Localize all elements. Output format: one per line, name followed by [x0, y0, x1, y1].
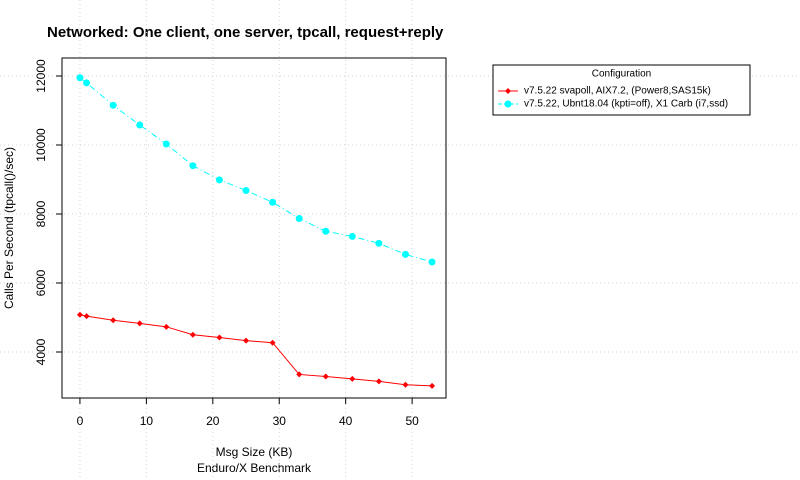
y-tick-label: 8000 [34, 200, 48, 227]
marker [348, 232, 356, 240]
marker [375, 239, 383, 247]
x-tick-label: 40 [339, 414, 353, 428]
marker [162, 140, 170, 148]
marker [242, 187, 250, 195]
y-tick-label: 4000 [34, 338, 48, 365]
y-axis-label: Calls Per Second (tpcall()/sec) [2, 147, 16, 309]
marker [375, 378, 382, 385]
x-tick-label: 20 [206, 414, 220, 428]
series-line [79, 77, 433, 263]
x-tick-label: 30 [273, 414, 287, 428]
subtitle: Enduro/X Benchmark [197, 461, 312, 475]
marker [322, 227, 330, 235]
marker [401, 250, 409, 258]
marker [269, 339, 276, 346]
x-tick-label: 10 [140, 414, 154, 428]
marker [505, 88, 511, 94]
legend-label: v7.5.22 svapoll, AIX7.2, (Power8,SAS15k) [524, 86, 711, 97]
marker [504, 100, 512, 108]
marker [243, 337, 250, 344]
y-tick-label: 12000 [34, 59, 48, 93]
chart-title: Networked: One client, one server, tpcal… [47, 24, 444, 41]
marker [322, 373, 329, 380]
marker [295, 214, 303, 222]
marker [296, 371, 303, 378]
marker [269, 198, 277, 206]
marker [189, 331, 196, 338]
legend-box [492, 64, 751, 116]
marker [216, 334, 223, 341]
marker [136, 121, 144, 129]
marker [428, 258, 436, 266]
marker [110, 317, 117, 324]
marker [349, 375, 356, 382]
legend-title: Configuration [592, 69, 651, 80]
marker [402, 381, 409, 388]
y-tick-label: 6000 [34, 269, 48, 296]
marker [163, 323, 170, 330]
plot-frame [61, 57, 447, 399]
marker [109, 101, 117, 109]
x-tick-label: 0 [77, 414, 84, 428]
marker [215, 176, 223, 184]
marker [136, 320, 143, 327]
x-axis-label: Msg Size (KB) [216, 445, 293, 459]
marker [429, 382, 436, 389]
marker [76, 311, 83, 318]
marker [83, 79, 91, 87]
x-tick-label: 50 [405, 414, 419, 428]
marker [76, 74, 84, 82]
series-line [79, 314, 433, 387]
legend-label: v7.5.22, Ubnt18.04 (kpti=off), X1 Carb (… [524, 99, 728, 110]
y-tick-label: 10000 [34, 128, 48, 162]
marker [189, 162, 197, 170]
marker [83, 313, 90, 320]
